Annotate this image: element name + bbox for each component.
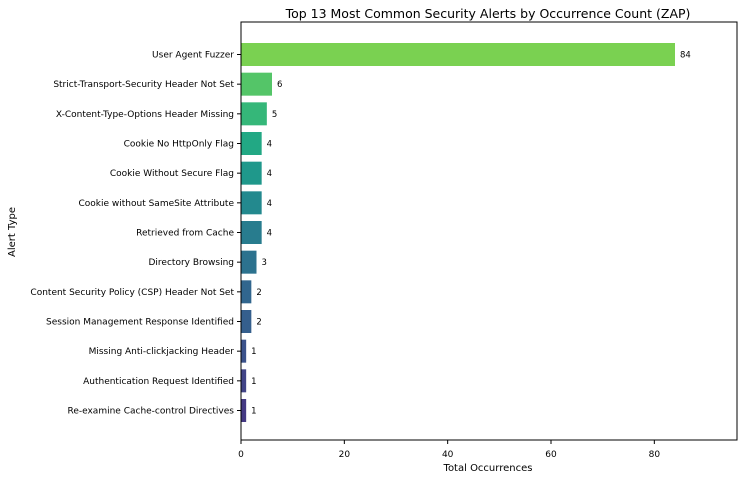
bar: [241, 72, 272, 96]
x-tick-label: 60: [545, 450, 557, 460]
x-tick-label: 80: [649, 450, 661, 460]
bar: [241, 132, 262, 155]
x-tick-label: 40: [442, 450, 454, 460]
data-label: 4: [267, 229, 272, 239]
y-tick-label: Re-examine Cache-control Directives: [67, 407, 234, 417]
y-tick-label: Retrieved from Cache: [136, 229, 234, 239]
bar: [241, 221, 262, 244]
data-label: 6: [277, 80, 282, 90]
bars-group: 84 6 5 4 4 4 4 3 2 2 1 1 1: [241, 43, 691, 422]
y-tick-label: User Agent Fuzzer: [152, 51, 234, 61]
y-tick-label: X-Content-Type-Options Header Missing: [56, 110, 234, 120]
y-tick-label: Cookie without SameSite Attribute: [78, 199, 234, 209]
x-tick-label: 20: [339, 450, 351, 460]
x-tick-label: 0: [238, 450, 244, 460]
bar: [241, 102, 267, 126]
category-labels-group: User Agent Fuzzer Strict-Transport-Securi…: [30, 51, 241, 417]
y-tick-label: Strict-Transport-Security Header Not Set: [53, 80, 234, 90]
bar: [241, 43, 675, 66]
chart-title: Top 13 Most Common Security Alerts by Oc…: [285, 6, 691, 21]
bar: [241, 369, 247, 393]
y-tick-label: Directory Browsing: [149, 258, 235, 268]
bar: [241, 250, 257, 274]
bar: [241, 399, 247, 422]
y-tick-label: Content Security Policy (CSP) Header Not…: [30, 288, 234, 298]
data-label: 4: [267, 199, 272, 209]
x-axis-label: Total Occurrences: [443, 463, 533, 474]
y-tick-label: Authentication Request Identified: [83, 377, 234, 387]
data-label: 2: [256, 318, 261, 328]
data-label: 1: [251, 407, 256, 417]
bar: [241, 280, 252, 304]
bar: [241, 191, 262, 215]
data-label: 3: [262, 258, 267, 268]
data-label: 84: [680, 51, 691, 61]
y-axis-label: Alert Type: [7, 207, 18, 257]
data-label: 1: [251, 377, 256, 387]
data-label: 5: [272, 110, 277, 120]
bar: [241, 161, 262, 185]
y-tick-label: Missing Anti-clickjacking Header: [89, 347, 235, 357]
x-ticks-group: 0 20 40 60 80: [238, 440, 660, 460]
bar: [241, 310, 252, 333]
data-label: 4: [267, 140, 272, 150]
data-label: 2: [256, 288, 261, 298]
data-label: 4: [267, 169, 272, 179]
y-tick-label: Cookie Without Secure Flag: [110, 169, 234, 179]
data-label: 1: [251, 347, 256, 357]
plot-frame: [240, 21, 738, 441]
y-tick-label: Session Management Response Identified: [46, 318, 234, 328]
bar: [241, 339, 247, 363]
y-tick-label: Cookie No HttpOnly Flag: [124, 140, 234, 150]
